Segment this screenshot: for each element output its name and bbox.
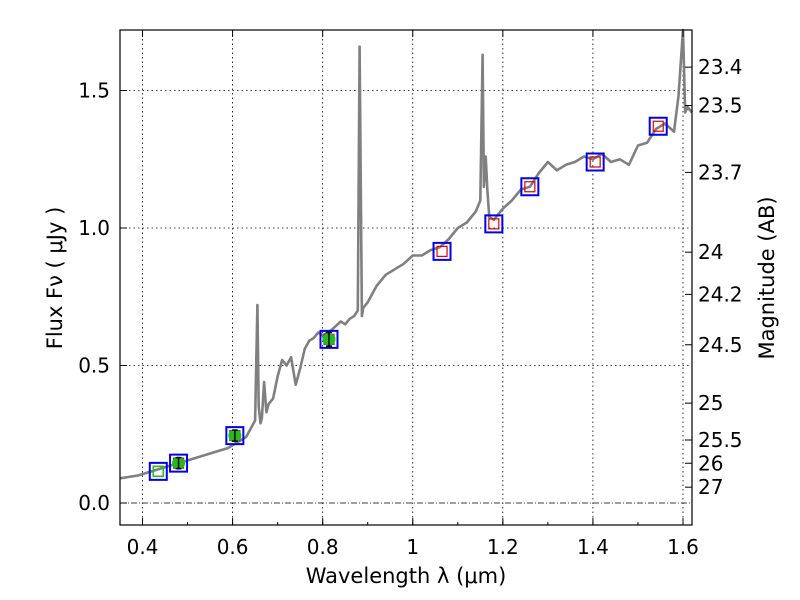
model-photometry-box: [648, 116, 668, 136]
x-tick-label: 0.8: [307, 535, 339, 559]
y-tick-label: 1.0: [78, 216, 110, 240]
x-tick-label: 0.6: [217, 535, 249, 559]
x-tick-label: 0.4: [127, 535, 159, 559]
model-photometry-point: [524, 181, 536, 193]
model-photometry-point: [652, 120, 664, 132]
x-tick-label: 1: [406, 535, 419, 559]
spectrum-line: [119, 28, 694, 480]
right-axis-title: Magnitude (AB): [755, 196, 779, 359]
y-tick-label: 0.5: [78, 354, 110, 378]
mag-tick-label: 24.5: [698, 333, 743, 357]
model-photometry-box: [432, 241, 452, 261]
axis-ticks: 0.4 0.6 0.8 1 1.2 1.4 1.6 0.0 0.5 1.0 1.5 23.4 23.5 2…: [78, 30, 743, 559]
mag-tick-label: 23.7: [698, 160, 743, 184]
x-tick-label: 1.4: [577, 535, 609, 559]
model-photometry-box: [585, 152, 605, 172]
plot-series: [119, 28, 694, 481]
model-photometry-box: [520, 177, 540, 197]
model-photometry-box: [169, 453, 189, 473]
grid-lines: [120, 30, 692, 525]
mag-tick-label: 26: [698, 451, 723, 475]
model-photometry-box: [319, 329, 339, 349]
x-tick-label: 1.6: [667, 535, 699, 559]
plot-frame: [119, 29, 693, 526]
y-tick-label: 1.5: [78, 79, 110, 103]
x-tick-label: 1.2: [487, 535, 519, 559]
model-photometry-point: [436, 245, 448, 257]
model-photometry-box: [148, 461, 168, 481]
mag-tick-label: 23.4: [698, 55, 743, 79]
y-tick-label: 0.0: [78, 491, 110, 515]
model-photometry-point: [589, 156, 601, 168]
mag-tick-label: 27: [698, 475, 723, 499]
mag-tick-label: 25: [698, 391, 723, 415]
observed-photometry-point: [152, 465, 165, 478]
mag-tick-label: 23.5: [698, 94, 743, 118]
y-axis-title: Flux Fν ( μJy ): [43, 207, 67, 350]
mag-tick-label: 24.2: [698, 282, 743, 306]
model-photometry-point: [488, 218, 500, 230]
mag-tick-label: 25.5: [698, 428, 743, 452]
model-photometry-box: [225, 426, 245, 446]
x-axis-title: Wavelength λ (μm): [306, 564, 507, 588]
mag-tick-label: 24: [698, 240, 723, 264]
model-photometry-box: [484, 214, 504, 234]
